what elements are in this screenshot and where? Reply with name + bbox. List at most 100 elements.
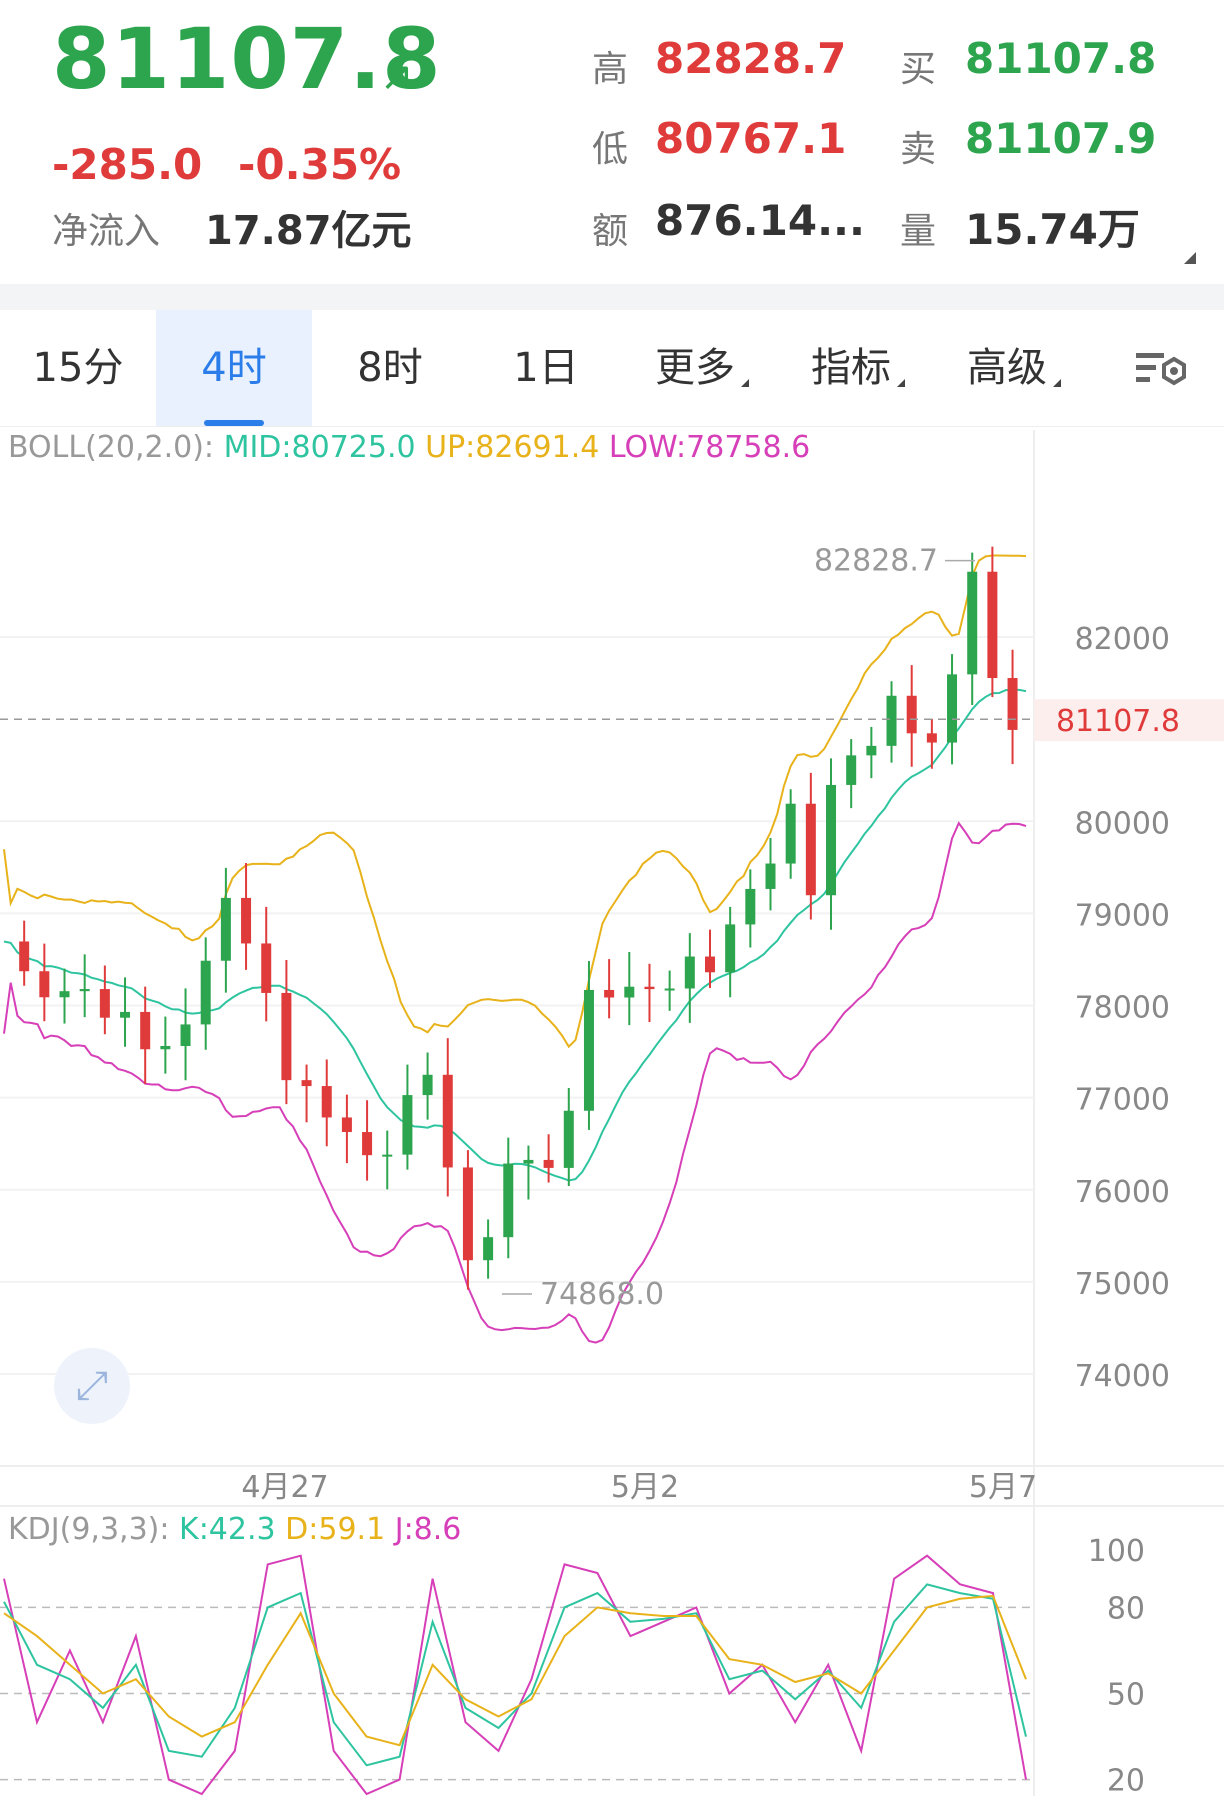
candle-body xyxy=(987,571,998,679)
candle xyxy=(523,1145,534,1200)
boll-lower-line xyxy=(3,821,1027,1344)
candle-body xyxy=(362,1132,373,1156)
candle-body xyxy=(805,803,816,896)
candle xyxy=(725,906,736,998)
expand-icon[interactable]: ⤢ xyxy=(54,1348,130,1424)
kdj-tick-label: 50 xyxy=(1107,1678,1145,1713)
tab-4hour[interactable]: 4时 xyxy=(156,310,312,426)
y-tick-label: 78000 xyxy=(1075,991,1170,1026)
candle-body xyxy=(483,1237,494,1261)
kdj-k: K:42.3 xyxy=(179,1512,276,1547)
candle xyxy=(805,772,816,920)
candle xyxy=(745,869,756,948)
candle-body xyxy=(281,992,292,1081)
x-tick-label: 5月2 xyxy=(611,1470,679,1505)
candle xyxy=(704,929,715,989)
candle xyxy=(583,961,594,1130)
candle xyxy=(362,1100,373,1181)
price-change: -285.0 xyxy=(52,140,203,189)
candle-body xyxy=(503,1163,514,1238)
candle-body xyxy=(382,1154,393,1157)
candle xyxy=(543,1134,554,1183)
candle-body xyxy=(543,1159,554,1168)
x-tick-label: 4月27 xyxy=(241,1470,328,1505)
section-divider xyxy=(0,284,1224,310)
candle xyxy=(987,546,998,698)
candle-body xyxy=(846,755,857,785)
boll-upper-line xyxy=(3,554,1027,1049)
timeframe-tabs: 15分 4时 8时 1日 更多 指标 高级 xyxy=(0,310,1224,427)
low-value: 80767.1 xyxy=(655,114,847,163)
candle xyxy=(765,837,776,911)
candle xyxy=(442,1038,453,1197)
candle-body xyxy=(120,1011,131,1018)
candle xyxy=(503,1137,514,1259)
candle-body xyxy=(563,1110,574,1168)
tab-1day[interactable]: 1日 xyxy=(513,345,579,391)
candle-body xyxy=(462,1167,473,1261)
candle-body xyxy=(79,989,90,992)
tab-8hour[interactable]: 8时 xyxy=(357,345,423,391)
candle xyxy=(140,986,151,1084)
candle xyxy=(99,965,110,1035)
trend-up-arrow-icon: ↗ xyxy=(380,54,414,100)
amount-label: 额 xyxy=(592,211,629,252)
tab-more[interactable]: 更多 xyxy=(624,310,780,426)
candle-body xyxy=(826,784,837,896)
candle-body xyxy=(624,986,635,998)
candle-body xyxy=(422,1074,433,1096)
candle xyxy=(563,1087,574,1186)
candle-body xyxy=(725,924,736,973)
candle-body xyxy=(220,897,231,961)
candle-body xyxy=(99,989,110,1018)
candle-body xyxy=(906,695,917,734)
tab-indicators[interactable]: 指标 xyxy=(780,310,936,426)
kdj-j: J:8.6 xyxy=(394,1512,462,1547)
boll-low: LOW:78758.6 xyxy=(608,430,811,465)
candle xyxy=(947,654,958,765)
high-label: 高 xyxy=(592,49,629,90)
candle-body xyxy=(745,888,756,925)
tab-advanced[interactable]: 高级 xyxy=(936,310,1092,426)
candle xyxy=(785,789,796,879)
candle xyxy=(79,954,90,1018)
candle xyxy=(241,863,252,970)
candle-body xyxy=(39,971,50,998)
expand-quote-icon[interactable] xyxy=(1184,252,1196,264)
y-tick-label: 79000 xyxy=(1075,898,1170,933)
candle-body xyxy=(402,1095,413,1155)
price-change-percent: -0.35% xyxy=(238,140,402,189)
candle xyxy=(120,977,131,1047)
boll-mid: MID:80725.0 xyxy=(223,430,416,465)
candle xyxy=(261,906,272,1022)
candle-body xyxy=(200,960,211,1025)
candle xyxy=(39,943,50,1022)
candle-body xyxy=(866,745,877,756)
candle-body xyxy=(261,943,272,993)
candle xyxy=(886,681,897,763)
candle-body xyxy=(684,956,695,989)
candle-body xyxy=(160,1045,171,1050)
candle-body xyxy=(442,1074,453,1168)
candle xyxy=(462,1150,473,1290)
kdj-d-line xyxy=(3,1594,1027,1747)
y-tick-label: 75000 xyxy=(1075,1267,1170,1302)
candle xyxy=(624,951,635,1026)
amount-value: 876.14... xyxy=(655,196,865,245)
candle xyxy=(846,739,857,809)
kdj-d: D:59.1 xyxy=(285,1512,386,1547)
candle xyxy=(402,1064,413,1170)
candle-body xyxy=(967,571,978,675)
y-tick-label: 74000 xyxy=(1075,1359,1170,1394)
volume-value: 15.74万 xyxy=(965,205,1140,254)
boll-mid-line xyxy=(3,688,1027,1182)
chart-settings-icon[interactable] xyxy=(1112,310,1212,426)
candle xyxy=(866,726,877,779)
candle xyxy=(321,1059,332,1147)
sell-value: 81107.9 xyxy=(965,114,1157,163)
y-tick-label: 80000 xyxy=(1075,806,1170,841)
candle xyxy=(220,867,231,993)
tab-15min[interactable]: 15分 xyxy=(32,345,124,391)
candle xyxy=(664,970,675,1011)
